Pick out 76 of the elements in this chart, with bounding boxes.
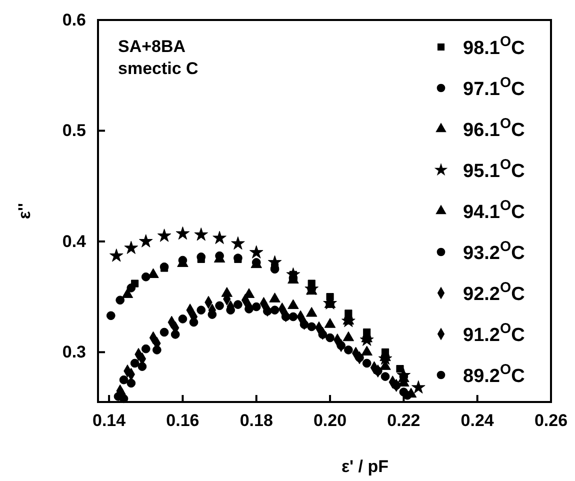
point xyxy=(106,311,116,320)
point xyxy=(157,228,172,242)
x-tick-label: 0.22 xyxy=(387,411,420,430)
point xyxy=(178,314,188,324)
point xyxy=(269,292,280,302)
point xyxy=(326,333,334,342)
point xyxy=(324,318,336,328)
point xyxy=(130,358,140,368)
point xyxy=(124,240,138,254)
point xyxy=(307,322,316,332)
point xyxy=(141,344,150,354)
point xyxy=(176,226,190,240)
point xyxy=(152,346,162,354)
annotation: SA+8BA xyxy=(118,37,186,56)
point xyxy=(119,394,128,404)
point xyxy=(110,248,124,262)
x-tick-label: 0.14 xyxy=(92,411,126,430)
point xyxy=(126,378,136,388)
y-tick-label: 0.4 xyxy=(62,232,87,251)
point xyxy=(380,372,390,381)
point xyxy=(262,306,272,316)
point xyxy=(215,301,224,310)
legend-label: 98.1$^{O}$C xyxy=(463,34,526,59)
point xyxy=(189,318,198,327)
point xyxy=(318,330,328,339)
point xyxy=(138,234,153,248)
legend-label: 96.1$^{O}$C xyxy=(463,116,526,141)
x-tick-label: 0.24 xyxy=(460,411,494,430)
point xyxy=(170,330,180,339)
point xyxy=(268,255,282,268)
annotation: smectic C xyxy=(118,59,198,78)
point xyxy=(212,230,226,244)
point xyxy=(122,288,134,298)
point xyxy=(306,306,318,317)
legend-label: 92.2$^{O}$C xyxy=(463,280,526,305)
x-tick-label: 0.20 xyxy=(313,411,347,430)
point xyxy=(288,312,298,322)
point xyxy=(336,341,346,350)
point xyxy=(160,328,169,337)
point xyxy=(116,296,125,305)
point xyxy=(141,272,150,282)
point xyxy=(196,306,206,315)
y-tick-label: 0.6 xyxy=(62,10,86,30)
legend-label: 89.2$^{O}$C xyxy=(463,362,526,387)
point xyxy=(380,360,391,370)
y-tick-label: 0.5 xyxy=(62,121,86,140)
point xyxy=(252,302,261,312)
point xyxy=(194,228,208,241)
legend-label: 91.2$^{O}$C xyxy=(463,321,526,346)
x-axis-title: ε' / pF xyxy=(341,457,389,476)
legend-label: 95.1$^{O}$C xyxy=(463,157,526,182)
point xyxy=(138,362,147,371)
x-tick-label: 0.18 xyxy=(240,411,273,430)
point xyxy=(396,364,404,373)
point xyxy=(362,358,372,368)
point xyxy=(344,346,353,354)
point xyxy=(396,368,411,382)
x-tick-label: 0.26 xyxy=(534,411,568,430)
point xyxy=(288,299,299,310)
point xyxy=(412,380,426,394)
legend-label: 93.2$^{O}$C xyxy=(463,239,526,264)
point xyxy=(281,312,290,322)
point xyxy=(234,300,242,309)
point xyxy=(119,375,128,384)
x-tick-label: 0.16 xyxy=(166,411,200,430)
point xyxy=(361,346,372,356)
y-tick-label: 0.3 xyxy=(62,342,86,362)
point xyxy=(270,306,280,315)
point xyxy=(300,320,309,329)
legend-label: 94.1$^{O}$C xyxy=(463,198,526,223)
point xyxy=(342,331,354,342)
point xyxy=(126,284,136,292)
point xyxy=(249,245,264,258)
y-axis-title: ε'' xyxy=(15,202,34,220)
legend-label: 97.1$^{O}$C xyxy=(463,75,526,100)
point xyxy=(231,236,245,250)
